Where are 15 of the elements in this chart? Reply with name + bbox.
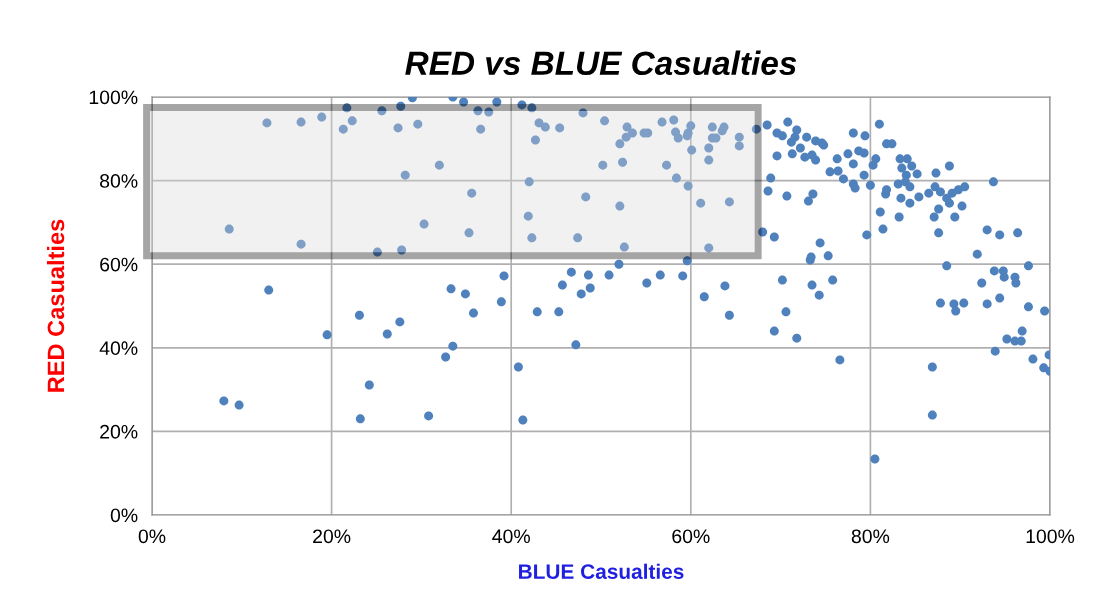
- y-tick-label: 100%: [89, 90, 138, 105]
- y-tick-label: 0%: [110, 508, 138, 523]
- x-tick-label: 0%: [138, 529, 166, 544]
- x-tick-label: 20%: [313, 529, 351, 544]
- x-tick-label: 60%: [672, 529, 710, 544]
- x-tick-label: 100%: [1026, 529, 1075, 544]
- y-tick-label: 60%: [100, 257, 138, 272]
- x-tick-label: 40%: [492, 529, 530, 544]
- y-tick-label: 40%: [99, 341, 138, 356]
- x-tick-label: 80%: [851, 529, 890, 544]
- chart-title: RED vs BLUE Casualties: [405, 50, 797, 76]
- y-tick-label: 20%: [100, 424, 138, 439]
- y-tick-label: 80%: [100, 174, 138, 188]
- y-axis-title: RED Casualties: [46, 219, 65, 392]
- x-axis-title: BLUE Casualties: [519, 563, 684, 579]
